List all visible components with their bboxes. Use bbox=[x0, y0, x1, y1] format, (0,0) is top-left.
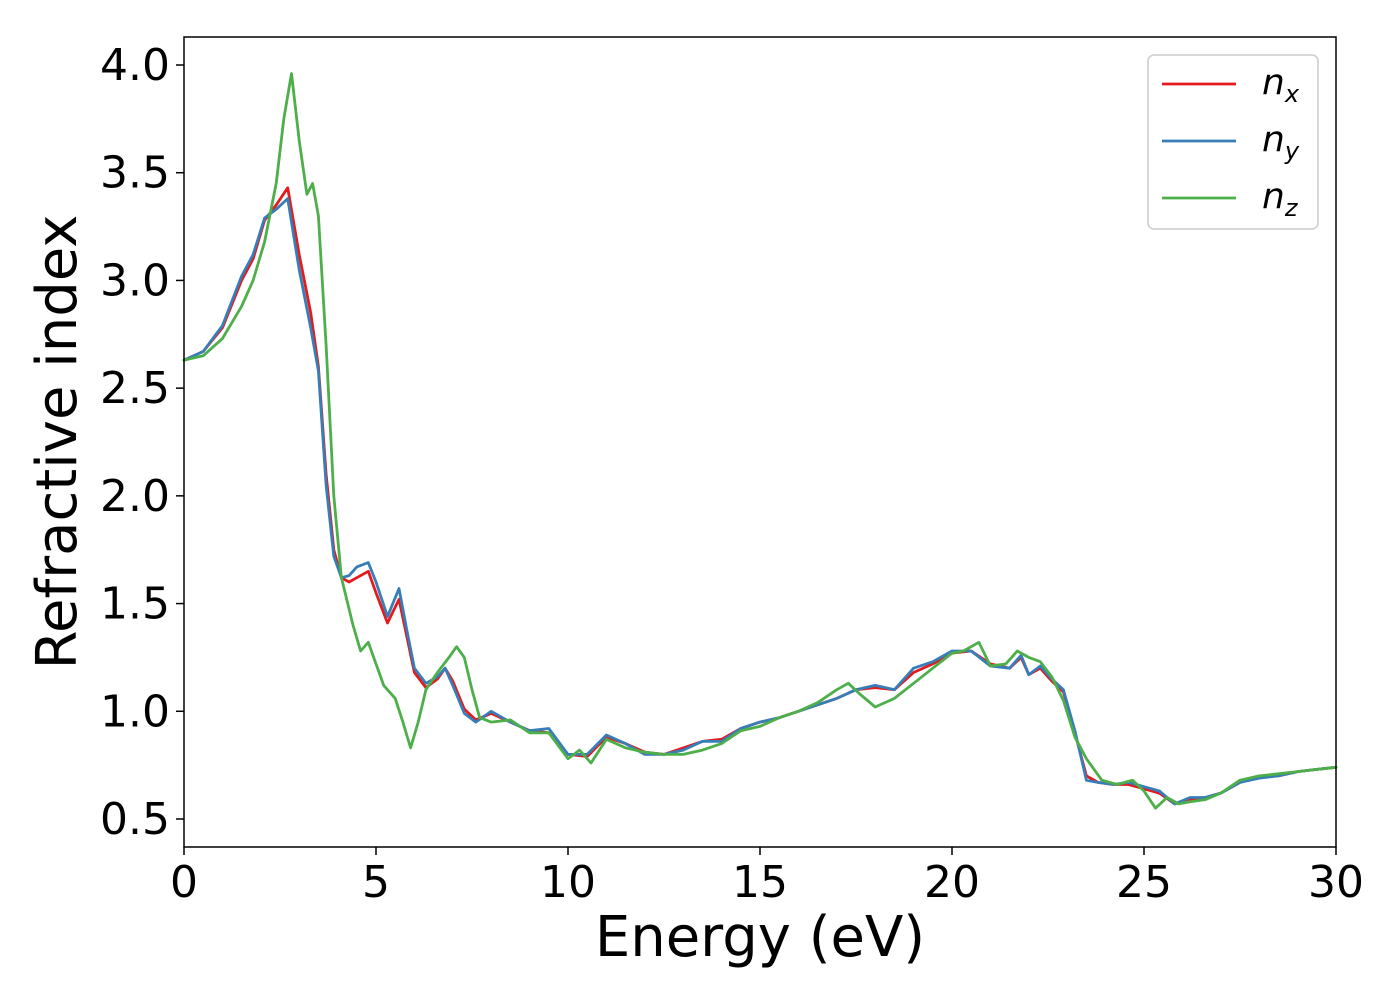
x-axis-title: Energy (eV) bbox=[595, 905, 925, 970]
y-tick-label: 2.5 bbox=[100, 363, 170, 414]
y-tick-label: 1.0 bbox=[100, 686, 170, 737]
legend-label-z: nz bbox=[1262, 176, 1299, 222]
series-line-y bbox=[182, 197, 1338, 806]
y-tick-label: 2.0 bbox=[100, 471, 170, 522]
y-axis: 0.5 1.0 1.5 2.0 2.5 3.0 3.5 4.0 bbox=[100, 40, 184, 845]
legend-label-y: ny bbox=[1262, 119, 1300, 165]
legend: nx ny nz bbox=[1147, 54, 1319, 230]
x-tick-label: 10 bbox=[540, 857, 596, 908]
y-tick-label: 0.5 bbox=[100, 794, 170, 845]
y-tick-label: 1.5 bbox=[100, 579, 170, 630]
x-tick-label: 15 bbox=[732, 857, 788, 908]
series-line-z bbox=[182, 72, 1338, 810]
series-layer bbox=[182, 72, 1338, 810]
y-tick-label: 3.0 bbox=[100, 255, 170, 306]
x-axis: 0 5 10 15 20 25 30 bbox=[170, 847, 1364, 908]
x-tick-label: 0 bbox=[170, 857, 198, 908]
x-tick-label: 25 bbox=[1116, 857, 1172, 908]
series-line-x bbox=[182, 186, 1338, 806]
x-tick-label: 5 bbox=[362, 857, 390, 908]
y-tick-label: 3.5 bbox=[100, 148, 170, 199]
x-tick-label: 20 bbox=[924, 857, 980, 908]
x-tick-label: 30 bbox=[1308, 857, 1364, 908]
legend-label-x: nx bbox=[1262, 62, 1300, 108]
y-axis-title: Refractive index bbox=[25, 215, 90, 670]
y-tick-label: 4.0 bbox=[100, 40, 170, 91]
